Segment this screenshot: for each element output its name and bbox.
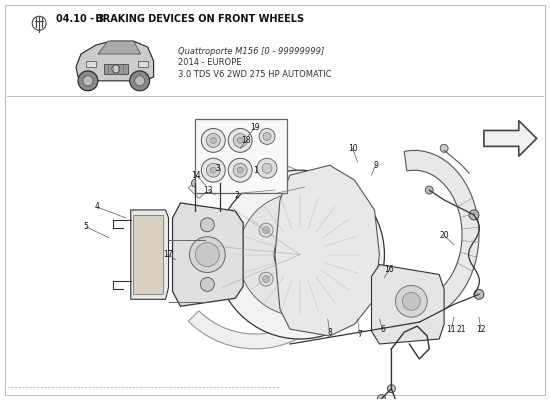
- Circle shape: [200, 278, 214, 291]
- Polygon shape: [188, 160, 349, 349]
- Bar: [86, 61, 96, 67]
- Bar: [195, 118, 287, 193]
- Circle shape: [210, 167, 216, 173]
- Text: 1: 1: [253, 166, 257, 175]
- Text: 2014 - EUROPE: 2014 - EUROPE: [179, 58, 242, 68]
- Polygon shape: [98, 41, 141, 54]
- Circle shape: [309, 212, 316, 218]
- Bar: [138, 61, 147, 67]
- Circle shape: [233, 134, 247, 147]
- Circle shape: [78, 71, 98, 91]
- Bar: [104, 64, 128, 74]
- Polygon shape: [371, 264, 444, 344]
- Polygon shape: [131, 210, 168, 299]
- Circle shape: [259, 272, 273, 286]
- Circle shape: [135, 76, 145, 86]
- Circle shape: [474, 289, 484, 299]
- Circle shape: [206, 134, 221, 147]
- Text: 7: 7: [357, 330, 362, 338]
- Circle shape: [425, 186, 433, 194]
- Text: 9: 9: [373, 161, 378, 170]
- Text: 10: 10: [348, 144, 358, 153]
- Circle shape: [200, 218, 214, 232]
- Circle shape: [238, 193, 361, 316]
- Circle shape: [195, 243, 219, 266]
- Circle shape: [216, 179, 224, 187]
- Text: 3: 3: [216, 164, 221, 173]
- Circle shape: [263, 132, 271, 140]
- Circle shape: [338, 251, 345, 258]
- Polygon shape: [275, 165, 380, 336]
- Text: 14: 14: [191, 171, 201, 180]
- Circle shape: [387, 385, 395, 393]
- Circle shape: [469, 210, 479, 220]
- Text: 18: 18: [241, 136, 251, 145]
- Circle shape: [201, 158, 225, 182]
- Polygon shape: [484, 120, 537, 156]
- Circle shape: [262, 276, 270, 283]
- Circle shape: [112, 65, 120, 73]
- Circle shape: [288, 243, 312, 266]
- Circle shape: [262, 227, 270, 234]
- Circle shape: [237, 167, 243, 173]
- Circle shape: [83, 76, 93, 86]
- Text: 16: 16: [384, 265, 394, 274]
- Circle shape: [335, 248, 349, 262]
- Text: BRAKING DEVICES ON FRONT WHEELS: BRAKING DEVICES ON FRONT WHEELS: [92, 14, 304, 24]
- Text: 6: 6: [380, 324, 385, 334]
- Circle shape: [440, 144, 448, 152]
- Text: 8: 8: [327, 328, 332, 336]
- Circle shape: [228, 158, 252, 182]
- Circle shape: [206, 163, 221, 177]
- Circle shape: [306, 208, 320, 222]
- Text: 2: 2: [235, 190, 240, 200]
- Circle shape: [210, 138, 216, 143]
- Text: 12: 12: [476, 324, 486, 334]
- Circle shape: [377, 395, 386, 400]
- Polygon shape: [173, 203, 243, 306]
- Circle shape: [233, 163, 247, 177]
- Circle shape: [215, 170, 384, 339]
- Text: 4: 4: [95, 202, 100, 212]
- Circle shape: [259, 223, 273, 237]
- Circle shape: [130, 71, 150, 91]
- Text: 5: 5: [84, 222, 89, 231]
- Text: 20: 20: [439, 231, 449, 240]
- Circle shape: [189, 237, 226, 272]
- Text: 19: 19: [250, 123, 260, 132]
- Text: 04.10 - 3: 04.10 - 3: [56, 14, 104, 24]
- Circle shape: [274, 229, 326, 280]
- Circle shape: [201, 128, 225, 152]
- Bar: [133, 215, 163, 294]
- Circle shape: [257, 158, 277, 178]
- Text: 17: 17: [163, 250, 172, 259]
- Text: 11: 11: [447, 324, 456, 334]
- Circle shape: [309, 291, 316, 298]
- Circle shape: [237, 138, 243, 143]
- Circle shape: [306, 287, 320, 301]
- Text: Quattroporte M156 [0 - 99999999]: Quattroporte M156 [0 - 99999999]: [179, 46, 324, 56]
- Circle shape: [259, 128, 275, 144]
- Circle shape: [228, 128, 252, 152]
- Text: 3.0 TDS V6 2WD 275 HP AUTOMATIC: 3.0 TDS V6 2WD 275 HP AUTOMATIC: [179, 70, 332, 79]
- Polygon shape: [404, 150, 479, 319]
- Polygon shape: [76, 41, 153, 81]
- Text: 21: 21: [456, 324, 466, 334]
- Circle shape: [191, 179, 200, 187]
- Circle shape: [403, 292, 420, 310]
- Text: 13: 13: [204, 186, 213, 194]
- Circle shape: [262, 163, 272, 173]
- Circle shape: [395, 286, 427, 317]
